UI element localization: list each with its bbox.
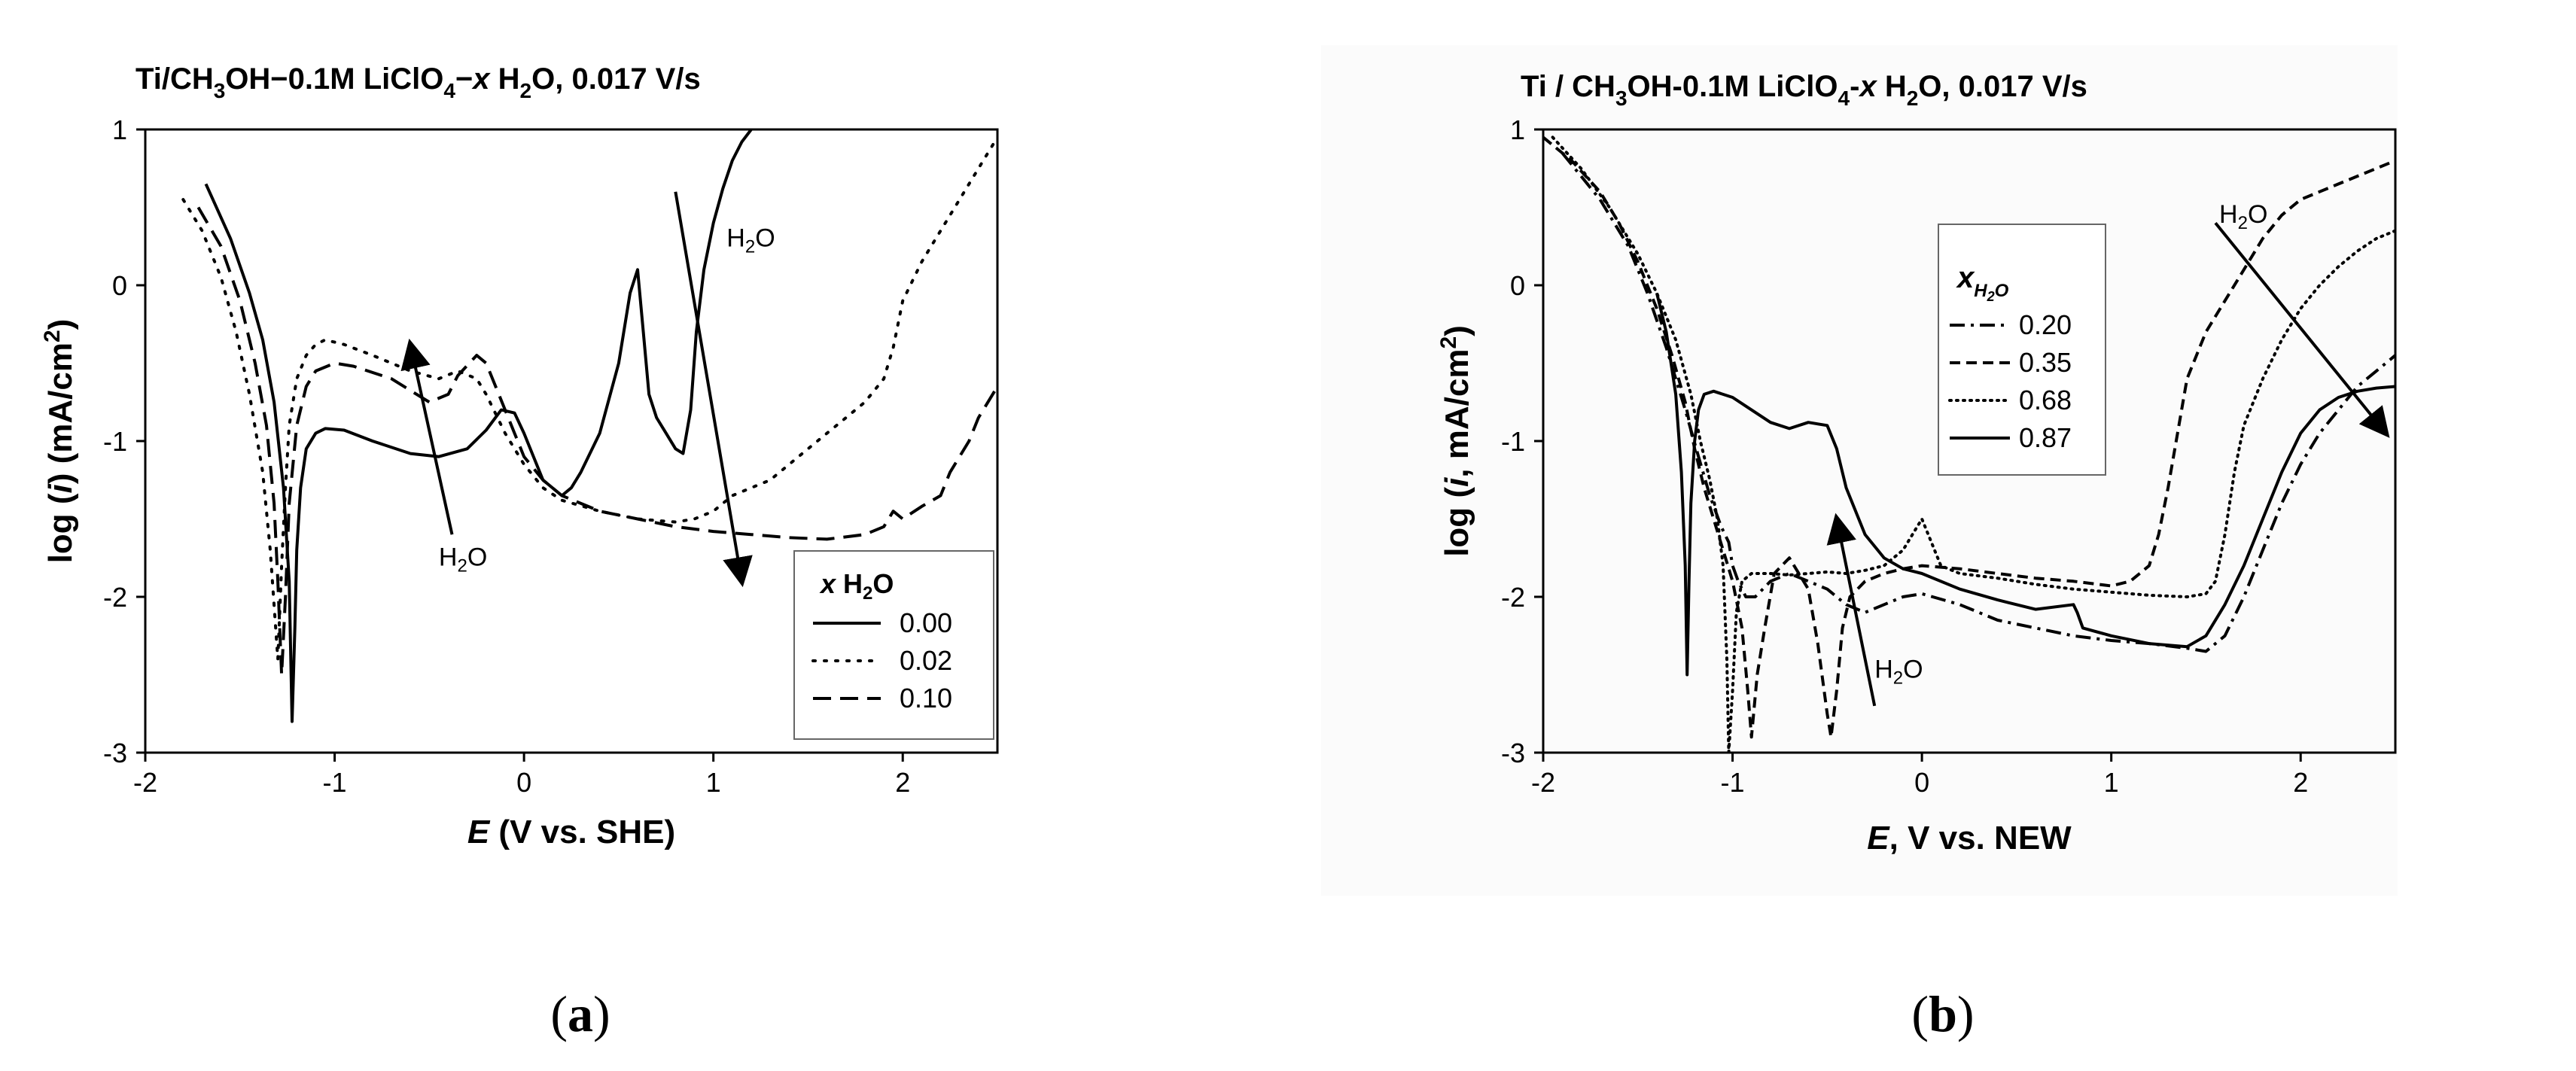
panel-b-arrow-0: [1826, 513, 1877, 707]
panel-b-x-tick-label-0: -2: [1531, 767, 1555, 798]
panel-a-legend-label-2: 0.10: [900, 683, 952, 713]
panel-b-annotation-h2o-lower: H2O: [1874, 656, 1923, 689]
panel-b-y-tick-label-3: 0: [1510, 270, 1525, 301]
panel-b-background: [1321, 45, 2398, 896]
panel-a-series-0-10: [196, 206, 997, 677]
panel-a-legend: x H2O 0.00 0.02 0.10: [793, 550, 994, 740]
panel-a-series-0-02: [181, 135, 997, 661]
panel-b-annotation-h2o-upper: H2O: [2219, 200, 2267, 233]
panel-b-series: [1543, 135, 2395, 753]
panel-b-arrows: [1826, 221, 2390, 707]
panel-a-y-tick-label-4: 1: [112, 114, 127, 145]
panel-a-y-tick-label-3: 0: [112, 270, 127, 301]
panel-a-x-tick-label-0: -2: [133, 767, 157, 798]
panel-a-x-axis-label: E (V vs. SHE): [467, 814, 675, 850]
panel-a-x-tick-label-3: 1: [706, 767, 721, 798]
panel-b-title: Ti / CH3OH-0.1M LiClO4-x H2O, 0.017 V/s: [1521, 70, 2087, 110]
panel-a-legend-title: x H2O: [819, 568, 894, 604]
panel-b: Ti / CH3OH-0.1M LiClO4-x H2O, 0.017 V/s …: [1321, 45, 2398, 896]
panel-b-series-0-87: [1655, 292, 2395, 677]
panel-b-y-tick-label-1: -2: [1501, 582, 1525, 613]
panel-a-y-tick-label-0: -3: [103, 738, 127, 768]
panel-b-y-tick-label-4: 1: [1510, 114, 1525, 145]
panel-b-ticks: -2 -1 0 1 2-3-2-101: [1501, 114, 2308, 798]
panel-a-arrows: [400, 191, 753, 588]
panel-b-y-tick-label-2: -1: [1501, 426, 1525, 457]
panel-b-legend-label-1: 0.35: [2019, 347, 2072, 378]
panel-a-legend-box: [793, 550, 994, 740]
panel-a-plot-frame: [144, 128, 999, 754]
panel-a-x-tick-label-1: -1: [323, 767, 347, 798]
panel-a-annotation-h2o-upper: H2O: [726, 224, 775, 257]
panel-a-arrow-1: [674, 191, 753, 588]
panel-a-legend-label-0: 0.00: [900, 607, 952, 638]
panel-a-y-tick-label-1: -2: [103, 582, 127, 613]
panel-b-x-tick-label-1: -1: [1721, 767, 1745, 798]
panel-a-series: [181, 129, 997, 723]
panel-b-y-axis-label: log (i, mA/cm2): [1436, 325, 1475, 557]
panel-b-legend-label-3: 0.87: [2019, 422, 2072, 453]
panel-a-y-tick-label-2: -1: [103, 426, 127, 457]
panel-b-x-tick-label-4: 2: [2293, 767, 2308, 798]
panel-b-legend-title: xH2O: [1956, 261, 2009, 304]
panel-b-legend: xH2O 0.20 0.35 0.68 0.87: [1938, 224, 2106, 476]
panel-a-title: Ti/CH3OH−0.1M LiClO4−x H2O, 0.017 V/s: [135, 62, 701, 102]
panel-b-x-axis-label: E, V vs. NEW: [1867, 820, 2072, 856]
panel-b-arrow-1: [2214, 221, 2390, 438]
panel-a: Ti/CH3OH−0.1M LiClO4−x H2O, 0.017 V/s -2…: [40, 62, 999, 850]
panel-b-legend-label-2: 0.68: [2019, 385, 2072, 415]
panel-b-legend-box: [1938, 224, 2106, 476]
panel-b-series-0-20: [1561, 151, 2395, 653]
panel-b-series-0-35: [1543, 135, 2395, 739]
panel-b-x-tick-label-3: 1: [2104, 767, 2119, 798]
panel-a-x-tick-label-4: 2: [895, 767, 910, 798]
panel-b-x-tick-label-2: 0: [1914, 767, 1929, 798]
panel-a-x-tick-label-2: 0: [516, 767, 531, 798]
panel-a-caption: (a): [550, 985, 610, 1042]
panel-a-y-axis-label: log (i) (mA/cm2): [40, 319, 79, 564]
panel-b-caption: (b): [1911, 985, 1974, 1042]
panel-a-ticks: -2 -1 0 1 2-3-2-101: [103, 114, 910, 798]
panel-a-arrow-0: [400, 338, 454, 535]
panel-a-annotation-h2o-lower: H2O: [439, 543, 487, 577]
panel-a-legend-label-1: 0.02: [900, 645, 952, 676]
panel-b-y-tick-label-0: -3: [1501, 738, 1525, 768]
panel-a-series-0-00: [204, 129, 753, 723]
panel-b-legend-label-0: 0.20: [2019, 309, 2072, 340]
panel-b-plot-frame: [1542, 128, 2397, 754]
